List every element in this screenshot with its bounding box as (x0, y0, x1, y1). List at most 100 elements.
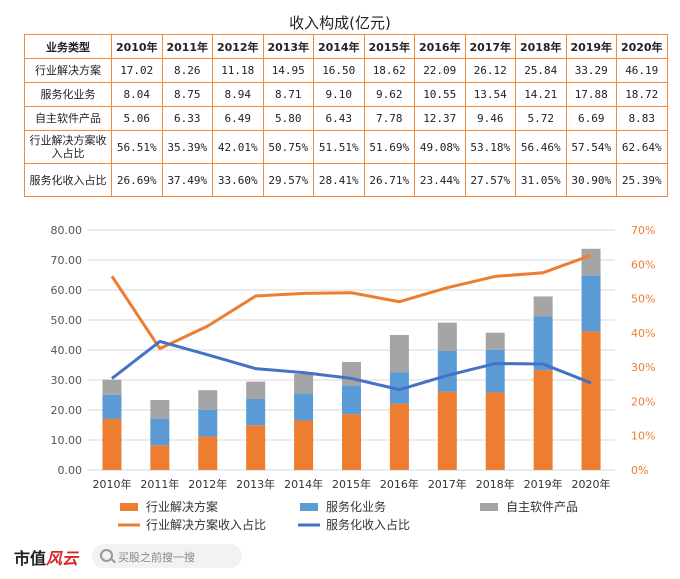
table-row-label: 自主软件产品 (24, 106, 112, 131)
bar-segment (198, 436, 218, 470)
bar-segment (150, 445, 170, 470)
brand-logo[interactable]: 市值风云 (14, 545, 78, 569)
table-cell: 12.37 (414, 106, 466, 131)
legend-label: 自主软件产品 (506, 500, 578, 514)
table-cell: 6.49 (212, 106, 264, 131)
table-header-year: 2015年 (363, 34, 415, 59)
table-row: 自主软件产品 5.06 6.33 6.49 5.80 6.43 7.78 12.37 9.46 5… (24, 106, 668, 131)
table-cell: 57.54% (565, 130, 617, 164)
bar-segment (533, 296, 553, 317)
table-cell: 28.41% (313, 163, 365, 197)
bar-segment (533, 370, 553, 470)
table-cell: 50.75% (262, 130, 314, 164)
table-cell: 14.95 (262, 58, 314, 83)
table-cell: 9.10 (313, 82, 365, 107)
legend-label: 服务化收入占比 (326, 517, 410, 532)
search-input[interactable]: 买股之前搜一搜 (92, 544, 242, 568)
table-cell: 6.69 (565, 106, 617, 131)
table-header-row: 业务类型 2010年 2011年 2012年 2013年 2014年 2015年 2016年 2… (24, 34, 668, 59)
table-row-label: 服务化收入占比 (24, 163, 112, 197)
table-cell: 8.26 (161, 58, 213, 83)
table-header-year: 2019年 (565, 34, 617, 59)
bar-segment (294, 373, 314, 394)
bar-segment (437, 322, 457, 352)
bar-segment (485, 349, 505, 393)
bar-segment (485, 392, 505, 470)
legend-label: 服务化业务 (326, 499, 386, 514)
table-cell: 5.80 (262, 106, 314, 131)
bar-segment (437, 351, 457, 392)
bar-segment (485, 332, 505, 350)
search-icon (100, 549, 113, 562)
table-cell: 6.43 (313, 106, 365, 131)
bar-segment (102, 379, 122, 395)
y-tick-label: 70.00 (51, 254, 83, 267)
table-cell: 33.60% (212, 163, 264, 197)
legend-swatch (480, 503, 498, 511)
table-cell: 5.06 (111, 106, 163, 131)
table-row: 行业解决方案收入占比 56.51% 35.39% 42.01% 50.75% 51.51%… (24, 130, 668, 164)
table-cell: 53.18% (464, 130, 516, 164)
x-tick-label: 2020年 (572, 477, 611, 491)
table-cell: 13.54 (464, 82, 516, 107)
bar-segment (246, 425, 266, 470)
bar-segment (581, 275, 601, 332)
table-cell: 37.49% (161, 163, 213, 197)
table-cell: 26.69% (111, 163, 163, 197)
table-cell: 8.71 (262, 82, 314, 107)
revenue-table: 业务类型 2010年 2011年 2012年 2013年 2014年 2015年 2016年 2… (24, 34, 668, 197)
table-cell: 23.44% (414, 163, 466, 197)
bar-segment (581, 331, 601, 470)
y2-tick-label: 40% (631, 327, 655, 340)
y-tick-label: 10.00 (51, 434, 83, 447)
table-cell: 8.94 (212, 82, 264, 107)
table-cell: 33.29 (565, 58, 617, 83)
table-cell: 8.04 (111, 82, 163, 107)
table-cell: 6.33 (161, 106, 213, 131)
bar-segment (389, 372, 409, 404)
y-tick-label: 30.00 (51, 374, 83, 387)
bar-segment (389, 334, 409, 373)
table-cell: 25.84 (515, 58, 567, 83)
bar-segment (198, 409, 218, 437)
bar-segment (581, 248, 601, 276)
table-cell: 9.46 (464, 106, 516, 131)
table-cell: 18.72 (616, 82, 668, 107)
table-cell: 5.72 (515, 106, 567, 131)
y-tick-label: 40.00 (51, 344, 83, 357)
table-header-year: 2016年 (414, 34, 466, 59)
chart-card: 收入构成(亿元) 业务类型 2010年 2011年 2012年 2013年 2014年 20… (10, 6, 670, 535)
table-row: 服务化业务 8.04 8.75 8.94 8.71 9.10 9.62 10.55 13.54 1… (24, 82, 668, 107)
revenue-chart: 0.00 10.00 20.00 30.00 40.00 50.00 60.00 70.00 8… (51, 224, 656, 532)
table-cell: 17.02 (111, 58, 163, 83)
table-cell: 10.55 (414, 82, 466, 107)
bar-segment (294, 393, 314, 421)
table-header-year: 2011年 (161, 34, 213, 59)
table-cell: 56.46% (515, 130, 567, 164)
table-cell: 8.75 (161, 82, 213, 107)
bar-segment (342, 385, 361, 415)
table-cell: 51.69% (363, 130, 415, 164)
table-cell: 29.57% (262, 163, 314, 197)
table-header-year: 2017年 (464, 34, 516, 59)
x-tick-label: 2017年 (428, 477, 467, 491)
x-tick-label: 2011年 (140, 477, 179, 491)
brand-logo-text: 风云 (46, 549, 79, 568)
table-row-label: 行业解决方案收入占比 (24, 130, 112, 164)
table-row-label: 服务化业务 (24, 82, 112, 107)
search-placeholder: 买股之前搜一搜 (118, 551, 195, 564)
x-tick-label: 2010年 (92, 477, 131, 491)
y2-tick-label: 30% (631, 361, 655, 374)
table-cell: 14.21 (515, 82, 567, 107)
table-row: 服务化收入占比 26.69% 37.49% 33.60% 29.57% 28.41% 26.… (24, 163, 668, 197)
bar-segment (342, 414, 361, 470)
bar-segment (342, 361, 361, 386)
x-tick-label: 2015年 (332, 477, 371, 491)
y-tick-label: 50.00 (51, 314, 83, 327)
table-cell: 31.05% (515, 163, 567, 197)
table-cell: 9.62 (363, 82, 415, 107)
bar-segment (246, 399, 266, 426)
brand-text: 市值 (14, 549, 47, 568)
bar-segment (102, 394, 122, 419)
y-tick-label: 0.00 (58, 464, 83, 477)
